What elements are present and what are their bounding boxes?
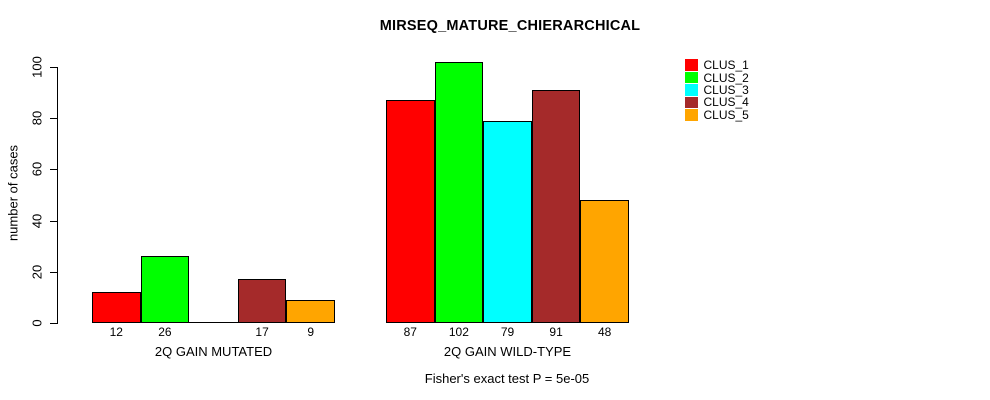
chart-title: MIRSEQ_MATURE_CHIERARCHICAL	[379, 18, 641, 34]
legend-row: CLUS_2	[685, 70, 749, 85]
bar-value-label: 102	[448, 325, 469, 339]
legend-swatch-clus_2	[685, 71, 698, 84]
legend-swatch-clus_1	[685, 59, 698, 71]
y-tick	[50, 221, 57, 222]
y-tick-label: 100	[29, 56, 45, 78]
y-tick-label: 80	[29, 110, 45, 126]
x-group-label: 2Q GAIN MUTATED	[154, 344, 273, 359]
bar-clus_2-group1	[141, 256, 189, 323]
bar-value-label: 26	[158, 325, 172, 339]
legend-row: CLUS_3	[685, 84, 749, 96]
bar-clus_3-group2	[483, 121, 532, 323]
y-axis-line	[57, 67, 58, 324]
bar-clus_5-group1	[286, 300, 335, 323]
legend-row: CLUS_1	[685, 59, 749, 71]
legend-swatch-clus_3	[685, 84, 698, 96]
legend-swatch-clus_5	[685, 109, 698, 121]
legend-swatch-clus_4	[685, 96, 698, 109]
legend-row: CLUS_5	[685, 109, 749, 121]
bar-clus_1-group2	[386, 100, 435, 323]
legend-label: CLUS_1	[703, 58, 749, 73]
legend-row: CLUS_4	[685, 96, 749, 108]
bar-clus_2-group2	[435, 62, 483, 323]
y-tick-label: 40	[29, 213, 45, 229]
bar-clus_5-group2	[580, 200, 629, 323]
y-tick-label: 60	[29, 161, 45, 177]
legend-label: CLUS_3	[703, 82, 749, 97]
bar-value-label: 17	[255, 325, 269, 339]
y-tick	[50, 169, 57, 170]
y-tick	[50, 323, 57, 324]
legend: CLUS_1 CLUS_2 CLUS_3 CLUS_4 CLUS_5	[685, 59, 749, 121]
y-tick	[50, 67, 57, 68]
bar-value-label: 79	[500, 325, 515, 339]
bar-value-label: 12	[109, 325, 123, 339]
bar-zero	[189, 322, 238, 323]
bar-value-label: 87	[403, 325, 417, 339]
bar-clus_4-group2	[532, 90, 580, 323]
bar-value-label: 9	[307, 325, 315, 339]
bar-clus_1-group1	[92, 292, 141, 323]
y-tick-label: 0	[29, 319, 45, 327]
footnote: Fisher's exact test P = 5e-05	[424, 371, 590, 386]
bar-value-label: 91	[549, 325, 563, 339]
y-axis-title: number of cases	[5, 144, 21, 242]
legend-label: CLUS_4	[703, 95, 749, 110]
legend-label: CLUS_2	[703, 70, 749, 85]
x-group-label: 2Q GAIN WILD-TYPE	[443, 344, 572, 359]
legend-label: CLUS_5	[703, 107, 749, 122]
y-tick	[50, 118, 57, 119]
bar-value-label: 48	[598, 325, 612, 339]
y-tick	[50, 272, 57, 273]
bar-clus_4-group1	[238, 279, 286, 323]
y-tick-label: 20	[29, 264, 45, 280]
